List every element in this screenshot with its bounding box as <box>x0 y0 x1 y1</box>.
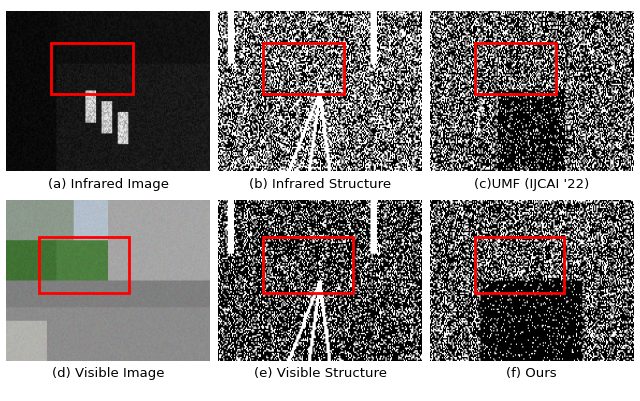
Bar <box>475 238 564 294</box>
X-axis label: (d) Visible Image: (d) Visible Image <box>52 367 164 379</box>
Bar <box>263 238 353 294</box>
X-axis label: (e) Visible Structure: (e) Visible Structure <box>253 367 387 379</box>
Bar <box>51 44 132 95</box>
Bar <box>475 44 556 95</box>
X-axis label: (b) Infrared Structure: (b) Infrared Structure <box>249 178 391 190</box>
X-axis label: (c)UMF (IJCAI '22): (c)UMF (IJCAI '22) <box>474 178 589 190</box>
X-axis label: (f) Ours: (f) Ours <box>506 367 557 379</box>
Bar <box>263 44 344 95</box>
X-axis label: (a) Infrared Image: (a) Infrared Image <box>48 178 169 190</box>
Bar <box>39 238 129 294</box>
